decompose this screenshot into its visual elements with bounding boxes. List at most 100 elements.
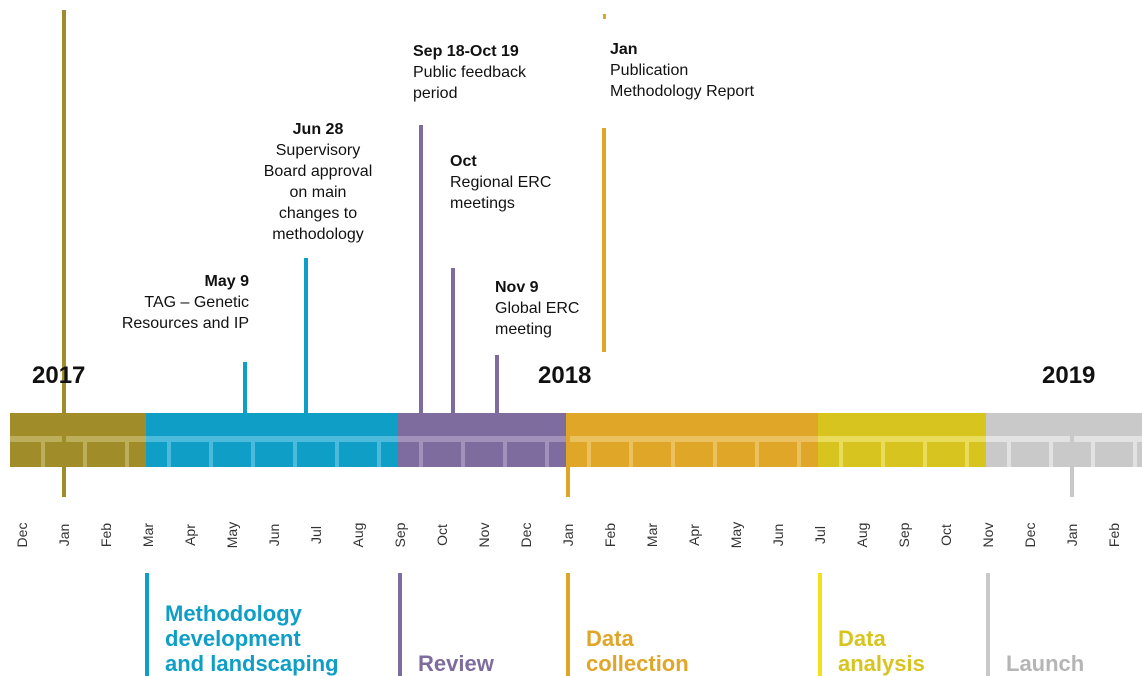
phase-bar — [818, 573, 822, 676]
phase-label: Methodology — [165, 601, 303, 626]
event-text: methodology — [272, 226, 364, 243]
band-divider — [503, 442, 507, 467]
band-divider — [923, 442, 927, 467]
band-stripe — [818, 436, 986, 442]
phase-label: Data — [838, 626, 886, 651]
band-divider — [1133, 442, 1137, 467]
band-divider — [251, 442, 255, 467]
month-label: Apr — [182, 524, 198, 546]
band-divider — [83, 442, 87, 467]
event-date: May 9 — [205, 273, 250, 290]
year-label: 2018 — [538, 362, 591, 389]
band-divider — [545, 442, 549, 467]
band-divider — [671, 442, 675, 467]
month-label: Oct — [434, 524, 450, 546]
month-label: Jun — [770, 524, 786, 547]
event-date: Jan — [610, 41, 638, 58]
phase-bar — [566, 573, 570, 676]
year-label: 2017 — [32, 362, 85, 389]
month-label: Jan — [560, 524, 576, 547]
band-divider — [125, 442, 129, 467]
month-label: Dec — [1022, 523, 1038, 548]
band-divider — [797, 442, 801, 467]
event-text: Publication — [610, 62, 688, 79]
phase-label: collection — [586, 651, 689, 676]
month-label: Apr — [686, 524, 702, 546]
band-divider — [839, 442, 843, 467]
event-text: Supervisory — [276, 142, 360, 159]
band-stripe — [146, 436, 398, 442]
month-label: Oct — [938, 524, 954, 546]
event-text: Board approval — [264, 163, 373, 180]
month-label: Aug — [350, 523, 366, 548]
year-label: 2019 — [1042, 362, 1095, 389]
top-mark — [603, 14, 606, 19]
year-tick — [62, 10, 66, 497]
phase-bar — [986, 573, 990, 676]
month-label: Jan — [56, 524, 72, 547]
event-date: Sep 18-Oct 19 — [413, 43, 519, 60]
month-label: Sep — [392, 522, 408, 547]
event-text: period — [413, 85, 457, 102]
band-divider — [167, 442, 171, 467]
event-date: Oct — [450, 153, 477, 170]
phase-bar — [145, 573, 149, 676]
month-label: Jul — [812, 526, 828, 544]
event-date: Nov 9 — [495, 279, 539, 296]
event-date: Jun 28 — [293, 121, 344, 138]
month-label: Sep — [896, 522, 912, 547]
band-divider — [965, 442, 969, 467]
month-label: Jan — [1064, 524, 1080, 547]
month-label: Dec — [518, 523, 534, 548]
month-label: May — [728, 522, 744, 548]
band-divider — [713, 442, 717, 467]
year-tick — [1070, 413, 1074, 497]
month-label: Feb — [602, 523, 618, 547]
phase-bar — [398, 573, 402, 676]
band-stripe — [398, 436, 566, 442]
band-divider — [1091, 442, 1095, 467]
phase-label: Review — [418, 651, 495, 676]
phase-label: development — [165, 626, 301, 651]
event-text: Resources and IP — [122, 315, 249, 332]
month-label: Aug — [854, 523, 870, 548]
event-stem — [495, 355, 499, 413]
month-label: Mar — [140, 523, 156, 547]
event-stem — [602, 128, 606, 352]
band-divider — [881, 442, 885, 467]
band-divider — [461, 442, 465, 467]
phase-label: and landscaping — [165, 651, 339, 676]
band-divider — [629, 442, 633, 467]
month-label: Jul — [308, 526, 324, 544]
band-divider — [587, 442, 591, 467]
event-text: Global ERC — [495, 300, 579, 317]
band-divider — [1049, 442, 1053, 467]
phase-label: Launch — [1006, 651, 1084, 676]
month-label: Jun — [266, 524, 282, 547]
band-divider — [1007, 442, 1011, 467]
event-stem — [419, 125, 423, 413]
band-divider — [419, 442, 423, 467]
band-stripe — [986, 436, 1142, 442]
month-label: Nov — [980, 523, 996, 548]
month-label: Mar — [644, 523, 660, 547]
event-text: TAG – Genetic — [144, 294, 249, 311]
event-text: meetings — [450, 195, 515, 212]
month-label: Feb — [1106, 523, 1122, 547]
month-label: Feb — [98, 523, 114, 547]
event-text: Regional ERC — [450, 174, 551, 191]
event-stem — [243, 362, 247, 413]
phase-label: analysis — [838, 651, 925, 676]
event-text: meeting — [495, 321, 552, 338]
band-stripe — [566, 436, 818, 442]
phase-label: Data — [586, 626, 634, 651]
year-tick — [566, 413, 570, 497]
band-divider — [335, 442, 339, 467]
band-stripe — [10, 436, 146, 442]
event-stem — [304, 258, 308, 413]
band-divider — [377, 442, 381, 467]
band-divider — [209, 442, 213, 467]
month-label: Dec — [14, 523, 30, 548]
event-stem — [451, 268, 455, 413]
